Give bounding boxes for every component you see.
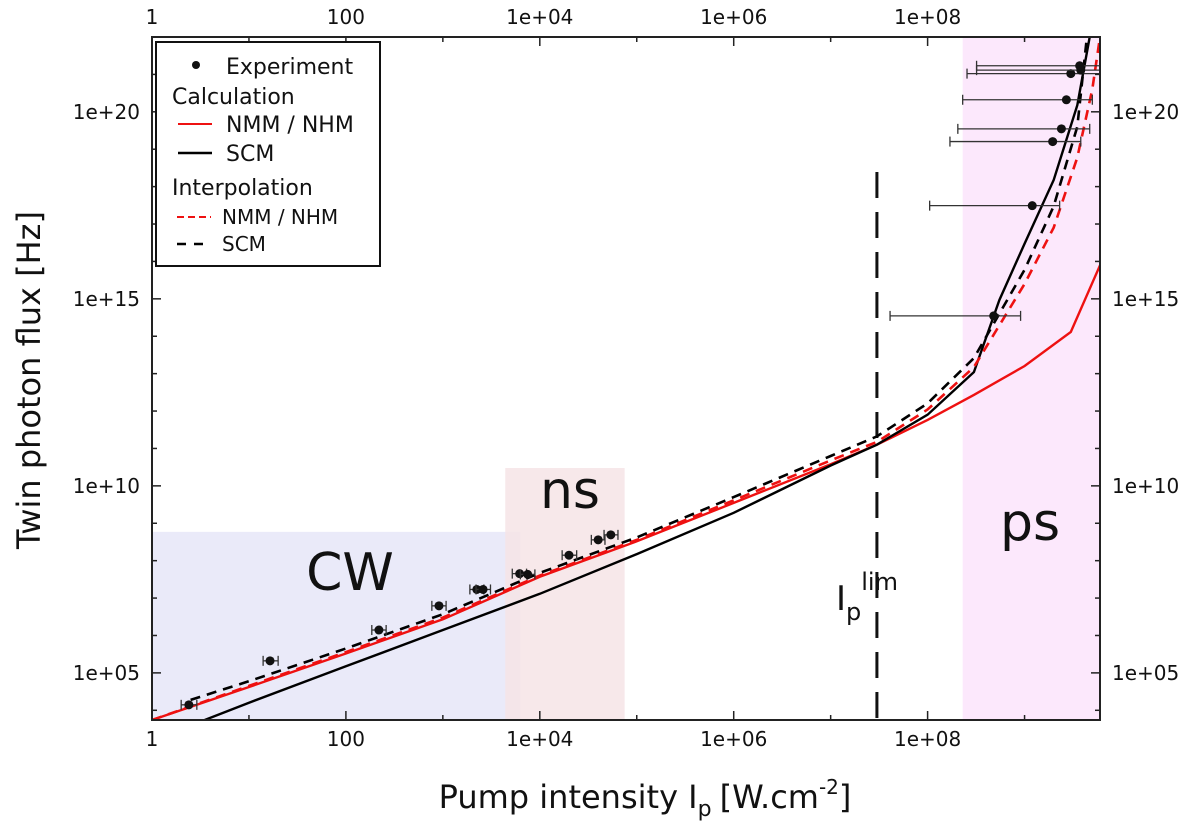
- y-tick-label: 1e+15: [73, 287, 140, 311]
- region-cw: [152, 531, 521, 720]
- data-point: [1066, 69, 1076, 79]
- curves: [152, 37, 1100, 720]
- data-point: [606, 530, 616, 540]
- limit-label: Iplim: [836, 568, 898, 626]
- x-tick-label-top: 1e+04: [506, 5, 573, 29]
- legend: Experiment Calculation NMM / NHM SCM Int…: [155, 41, 381, 267]
- axis-ticks: 1 1 100 100 1e+04 1e+04 1e+06 1e+06 1e+08 1e+08 1e…: [73, 5, 1180, 751]
- experiment-points: [180, 60, 1100, 710]
- legend-marker-experiment: [192, 61, 200, 69]
- y-tick-label: 1e+20: [73, 100, 140, 124]
- region-label-ns: ns: [540, 461, 600, 521]
- data-point: [434, 601, 444, 611]
- y-tick-label-right: 1e+20: [1112, 100, 1179, 124]
- data-point: [515, 569, 525, 579]
- shaded-regions: [152, 37, 1100, 720]
- data-point: [265, 656, 275, 666]
- x-tick-label-top: 100: [327, 5, 365, 29]
- region-ps: [962, 37, 1100, 720]
- data-point: [1048, 137, 1058, 147]
- data-point: [593, 535, 603, 545]
- data-point: [1056, 124, 1066, 134]
- x-tick-label: 1e+08: [894, 727, 961, 751]
- data-point: [374, 625, 384, 635]
- x-tick-label: 1e+04: [506, 727, 573, 751]
- data-point: [564, 550, 574, 560]
- data-point: [989, 311, 999, 321]
- region-label-cw: CW: [306, 543, 394, 603]
- legend-label-experiment: Experiment: [226, 55, 353, 80]
- data-point: [184, 700, 194, 710]
- plot-frame: [151, 36, 1101, 721]
- series-line-interpolation-nmm-nhm: [152, 37, 1100, 720]
- data-point: [523, 569, 533, 579]
- data-point: [1061, 95, 1071, 105]
- y-tick-label: 1e+05: [73, 661, 140, 685]
- y-tick-label: 1e+10: [73, 474, 140, 498]
- x-tick-label-top: 1e+06: [700, 5, 767, 29]
- series-line-calculation-scm: [204, 37, 1091, 720]
- x-tick-label: 1: [146, 727, 159, 751]
- legend-heading-calculation: Calculation: [172, 85, 295, 110]
- region-ns: [505, 468, 625, 720]
- x-tick-label-top: 1e+08: [894, 5, 961, 29]
- y-tick-label-right: 1e+05: [1112, 661, 1179, 685]
- series-line-interpolation-scm: [190, 37, 1089, 702]
- x-tick-label: 1e+06: [700, 727, 767, 751]
- series-line-calculation-nmm-nhm: [152, 264, 1100, 720]
- data-point: [1075, 61, 1085, 71]
- x-tick-label-top: 1: [146, 5, 159, 29]
- x-axis-label: Pump intensity Ip [W.cm-2]: [439, 775, 852, 822]
- data-point: [478, 584, 488, 594]
- legend-heading-interpolation: Interpolation: [172, 176, 313, 201]
- data-point: [1027, 201, 1037, 211]
- legend-label-interp-nmm: NMM / NHM: [222, 205, 338, 229]
- x-tick-label: 100: [327, 727, 365, 751]
- y-tick-label-right: 1e+10: [1112, 474, 1179, 498]
- legend-label-calc-scm: SCM: [226, 142, 274, 167]
- legend-label-calc-nmm: NMM / NHM: [226, 113, 354, 138]
- legend-label-interp-scm: SCM: [222, 232, 266, 256]
- y-tick-label-right: 1e+15: [1112, 287, 1179, 311]
- region-label-ps: ps: [1000, 493, 1060, 553]
- y-axis-label: Twin photon flux [Hz]: [10, 211, 48, 550]
